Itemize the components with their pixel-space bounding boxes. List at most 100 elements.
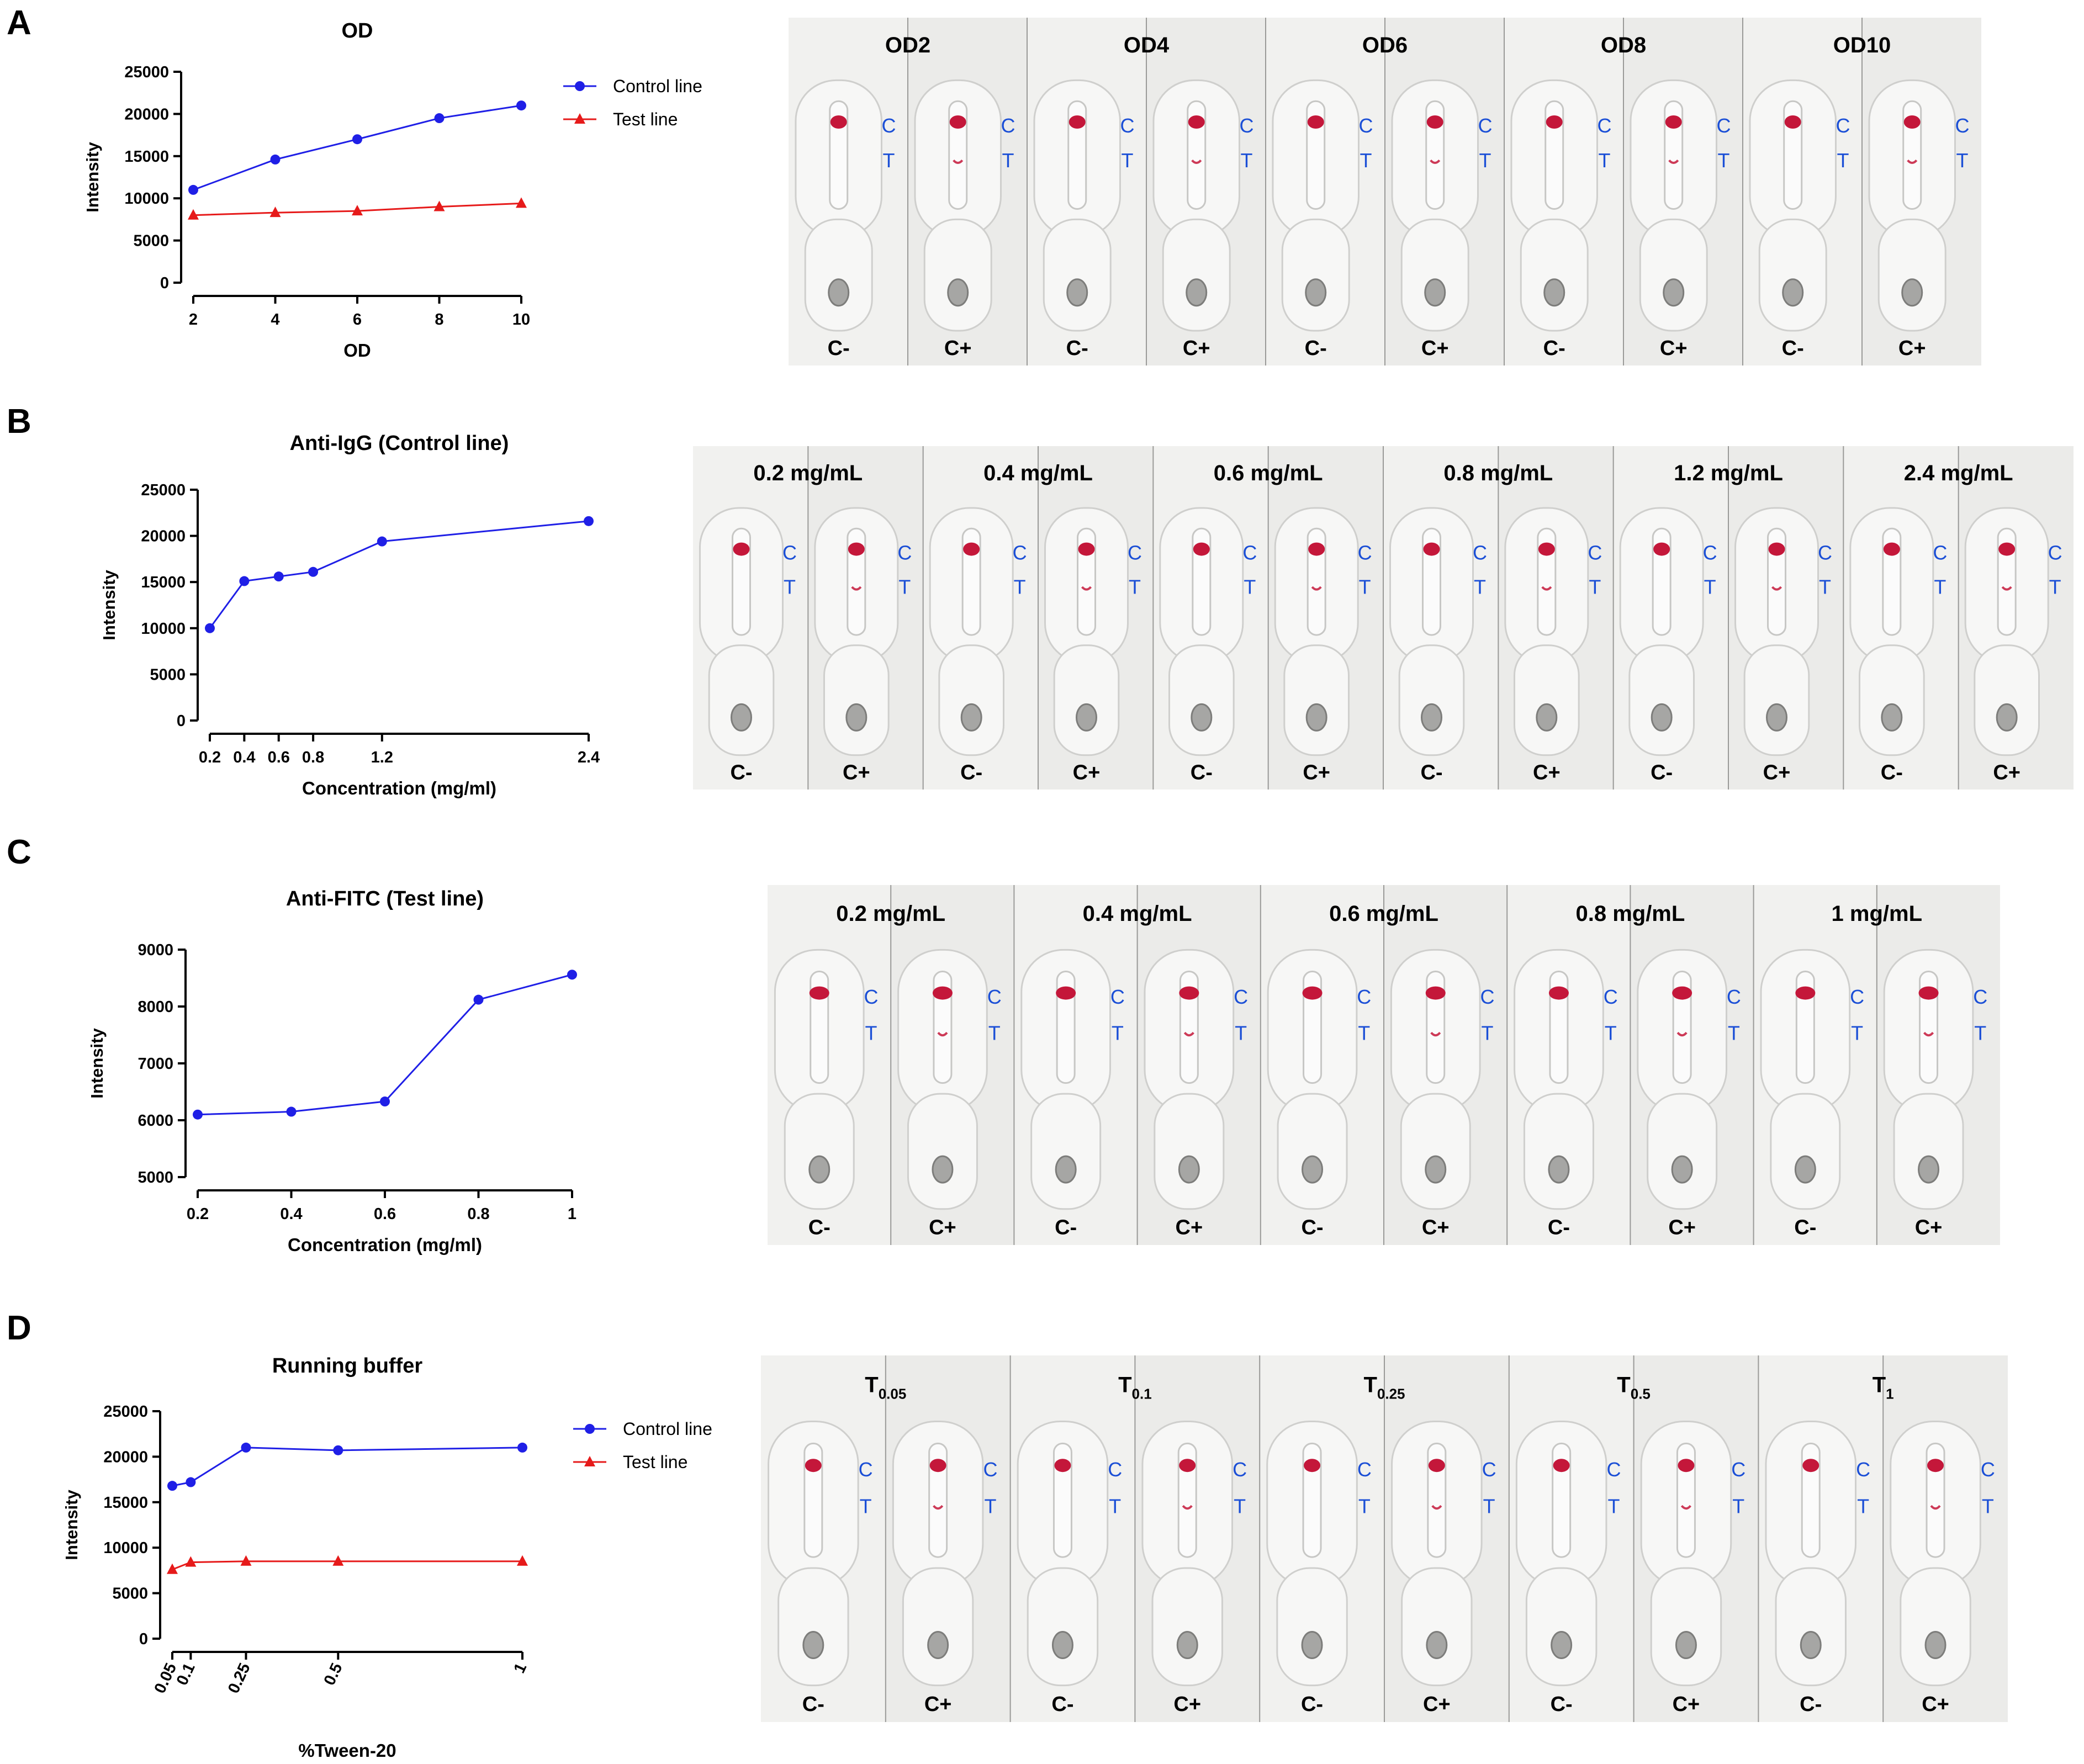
photo-b-sample-well <box>960 703 982 732</box>
photo-c-c-letter: C <box>987 986 1002 1008</box>
photo-b-t-letter: T <box>784 575 796 598</box>
panel-letter-c: C <box>7 833 31 871</box>
photo-a-t-letter: T <box>1598 149 1610 172</box>
photo-a-c-letter: C <box>1597 114 1611 137</box>
chart-d-title: Running buffer <box>272 1354 422 1378</box>
photo-c-reading-window <box>1795 970 1815 1084</box>
chart-d-series-line-0 <box>172 1447 523 1487</box>
photo-b-control-band <box>1308 542 1325 556</box>
photo-b-reading-window <box>961 527 981 636</box>
photo-d-c-letter: C <box>1856 1458 1870 1481</box>
photo-c-sample-well <box>932 1155 954 1184</box>
photo-c-cassette-well-frame <box>1770 1093 1841 1210</box>
chart-a-y-tick-label: 0 <box>160 274 169 292</box>
chart-d-point <box>332 1555 344 1566</box>
photo-d-cassette-well-frame <box>1525 1567 1598 1687</box>
photo-b-c-letter: C <box>1933 541 1947 564</box>
photo-b-reading-window <box>1537 527 1557 636</box>
photo-b-neg-label: C- <box>1420 761 1442 784</box>
photo-d-sample-well <box>1176 1631 1198 1660</box>
chart-b-x-tick-label: 0.4 <box>233 749 255 766</box>
photo-c-cassette-well-frame <box>1400 1093 1471 1210</box>
chart-a-series-line-0 <box>193 104 522 191</box>
chart-a-point <box>269 206 281 218</box>
photo-b-pos-label: C+ <box>843 761 870 784</box>
photo-b-t-letter: T <box>1129 575 1141 598</box>
chart-d-y-tick-label: 0 <box>139 1630 148 1648</box>
photo-a-reading-window <box>1187 100 1207 210</box>
photo-a-pos-label: C+ <box>1898 337 1926 360</box>
chart-d-y-tick-label: 5000 <box>112 1585 148 1603</box>
photo-d-neg-label: C- <box>1301 1693 1323 1716</box>
photo-c-pos-label: C+ <box>1915 1216 1943 1239</box>
chart-a-x-label: OD <box>343 340 371 361</box>
photo-c-sample-well <box>1425 1155 1447 1184</box>
photo-c-neg-label: C- <box>1548 1216 1570 1239</box>
photo-a-control-band <box>1188 115 1205 129</box>
photo-d-test-band <box>1182 1505 1193 1510</box>
photo-b-pos-label: C+ <box>1533 761 1561 784</box>
photo-c-t-letter: T <box>1605 1021 1617 1044</box>
photo-d-c-letter: C <box>1731 1458 1746 1481</box>
chart-d-y-tick-label: 25000 <box>103 1403 148 1421</box>
photo-c-reading-window <box>1549 970 1569 1084</box>
photo-d-test-band <box>933 1505 944 1510</box>
photo-d-group-label-sub: 0.05 <box>879 1385 907 1402</box>
photo-c-c-letter: C <box>1357 986 1371 1008</box>
photo-b-sample-well <box>731 703 752 732</box>
photo-c-test-band <box>1183 1031 1194 1037</box>
photo-d-control-band <box>1304 1459 1321 1472</box>
chart-d-x-tick-label: 0.1 <box>173 1660 199 1688</box>
photo-d-group-label-sub: 0.5 <box>1631 1385 1651 1402</box>
photo-d-c-letter: C <box>983 1458 997 1481</box>
chart-b-point <box>308 566 319 577</box>
chart-a-y-tick-label: 25000 <box>124 63 169 81</box>
photo-d-reading-window <box>928 1442 948 1558</box>
photo-a-test-band <box>1430 159 1441 165</box>
chart-a-x-tick-label: 8 <box>435 311 443 329</box>
chart-d-x-label: %Tween-20 <box>298 1740 396 1761</box>
photo-d-test-band <box>1431 1505 1442 1510</box>
photo-b-control-band <box>1883 542 1900 556</box>
chart-c-point <box>193 1109 203 1120</box>
chart-c-y-tick-label: 6000 <box>137 1112 173 1130</box>
photo-d-neg-label: C- <box>802 1693 824 1716</box>
chart-b-x-tick-label: 0.2 <box>199 749 221 766</box>
photo-c-c-letter: C <box>1480 986 1494 1008</box>
photo-d-control-band <box>1553 1459 1570 1472</box>
photo-b-c-letter: C <box>2048 541 2062 564</box>
chart-c-point <box>567 970 577 980</box>
photo-d-control-band <box>1802 1459 1819 1472</box>
chart-c-x-tick-label: 0.8 <box>467 1205 489 1223</box>
photo-c-group-label: 0.2 mg/mL <box>836 902 945 926</box>
photo-a-cassette-well-frame <box>1043 218 1112 332</box>
photo-d-cassette-well-frame <box>1151 1567 1223 1687</box>
photo-d-neg-label: C- <box>1551 1693 1573 1716</box>
photo-a-sample-well <box>1782 278 1804 307</box>
photo-c-reading-window <box>1919 970 1939 1084</box>
chart-d-legend-label: Control line <box>623 1419 712 1439</box>
photo-d-cassette-well-frame <box>1900 1567 1971 1687</box>
photo-d-reading-window <box>1552 1442 1572 1558</box>
photo-c-test-band <box>1923 1031 1934 1037</box>
photo-d-sample-well <box>1051 1631 1073 1660</box>
photo-a-cassette-well-frame <box>1281 218 1350 332</box>
photo-b-c-letter: C <box>1242 541 1257 564</box>
photo-c-reading-window <box>1672 970 1692 1084</box>
photo-c-sample-well <box>1794 1155 1816 1184</box>
photo-b-sample-well <box>1076 703 1097 732</box>
photo-c-c-letter: C <box>1234 986 1248 1008</box>
photo-b-neg-label: C- <box>1651 761 1673 784</box>
photo-b-control-band <box>963 542 980 556</box>
chart-d-x-tick-label: 0.5 <box>321 1660 346 1688</box>
photo-b-cassette-well-frame <box>1053 644 1120 756</box>
photo-b-pos-label: C+ <box>1073 761 1101 784</box>
photo-c-cassette-well-frame <box>1647 1093 1718 1210</box>
photo-a-t-letter: T <box>1837 149 1849 172</box>
photo-b-test-band <box>2001 586 2012 591</box>
photo-b-t-letter: T <box>1474 575 1486 598</box>
photo-a-group-label: OD4 <box>1124 33 1170 57</box>
photo-d-t-letter: T <box>1857 1495 1869 1518</box>
photo-b-control-band <box>848 542 865 556</box>
chart-b-point <box>273 571 284 582</box>
